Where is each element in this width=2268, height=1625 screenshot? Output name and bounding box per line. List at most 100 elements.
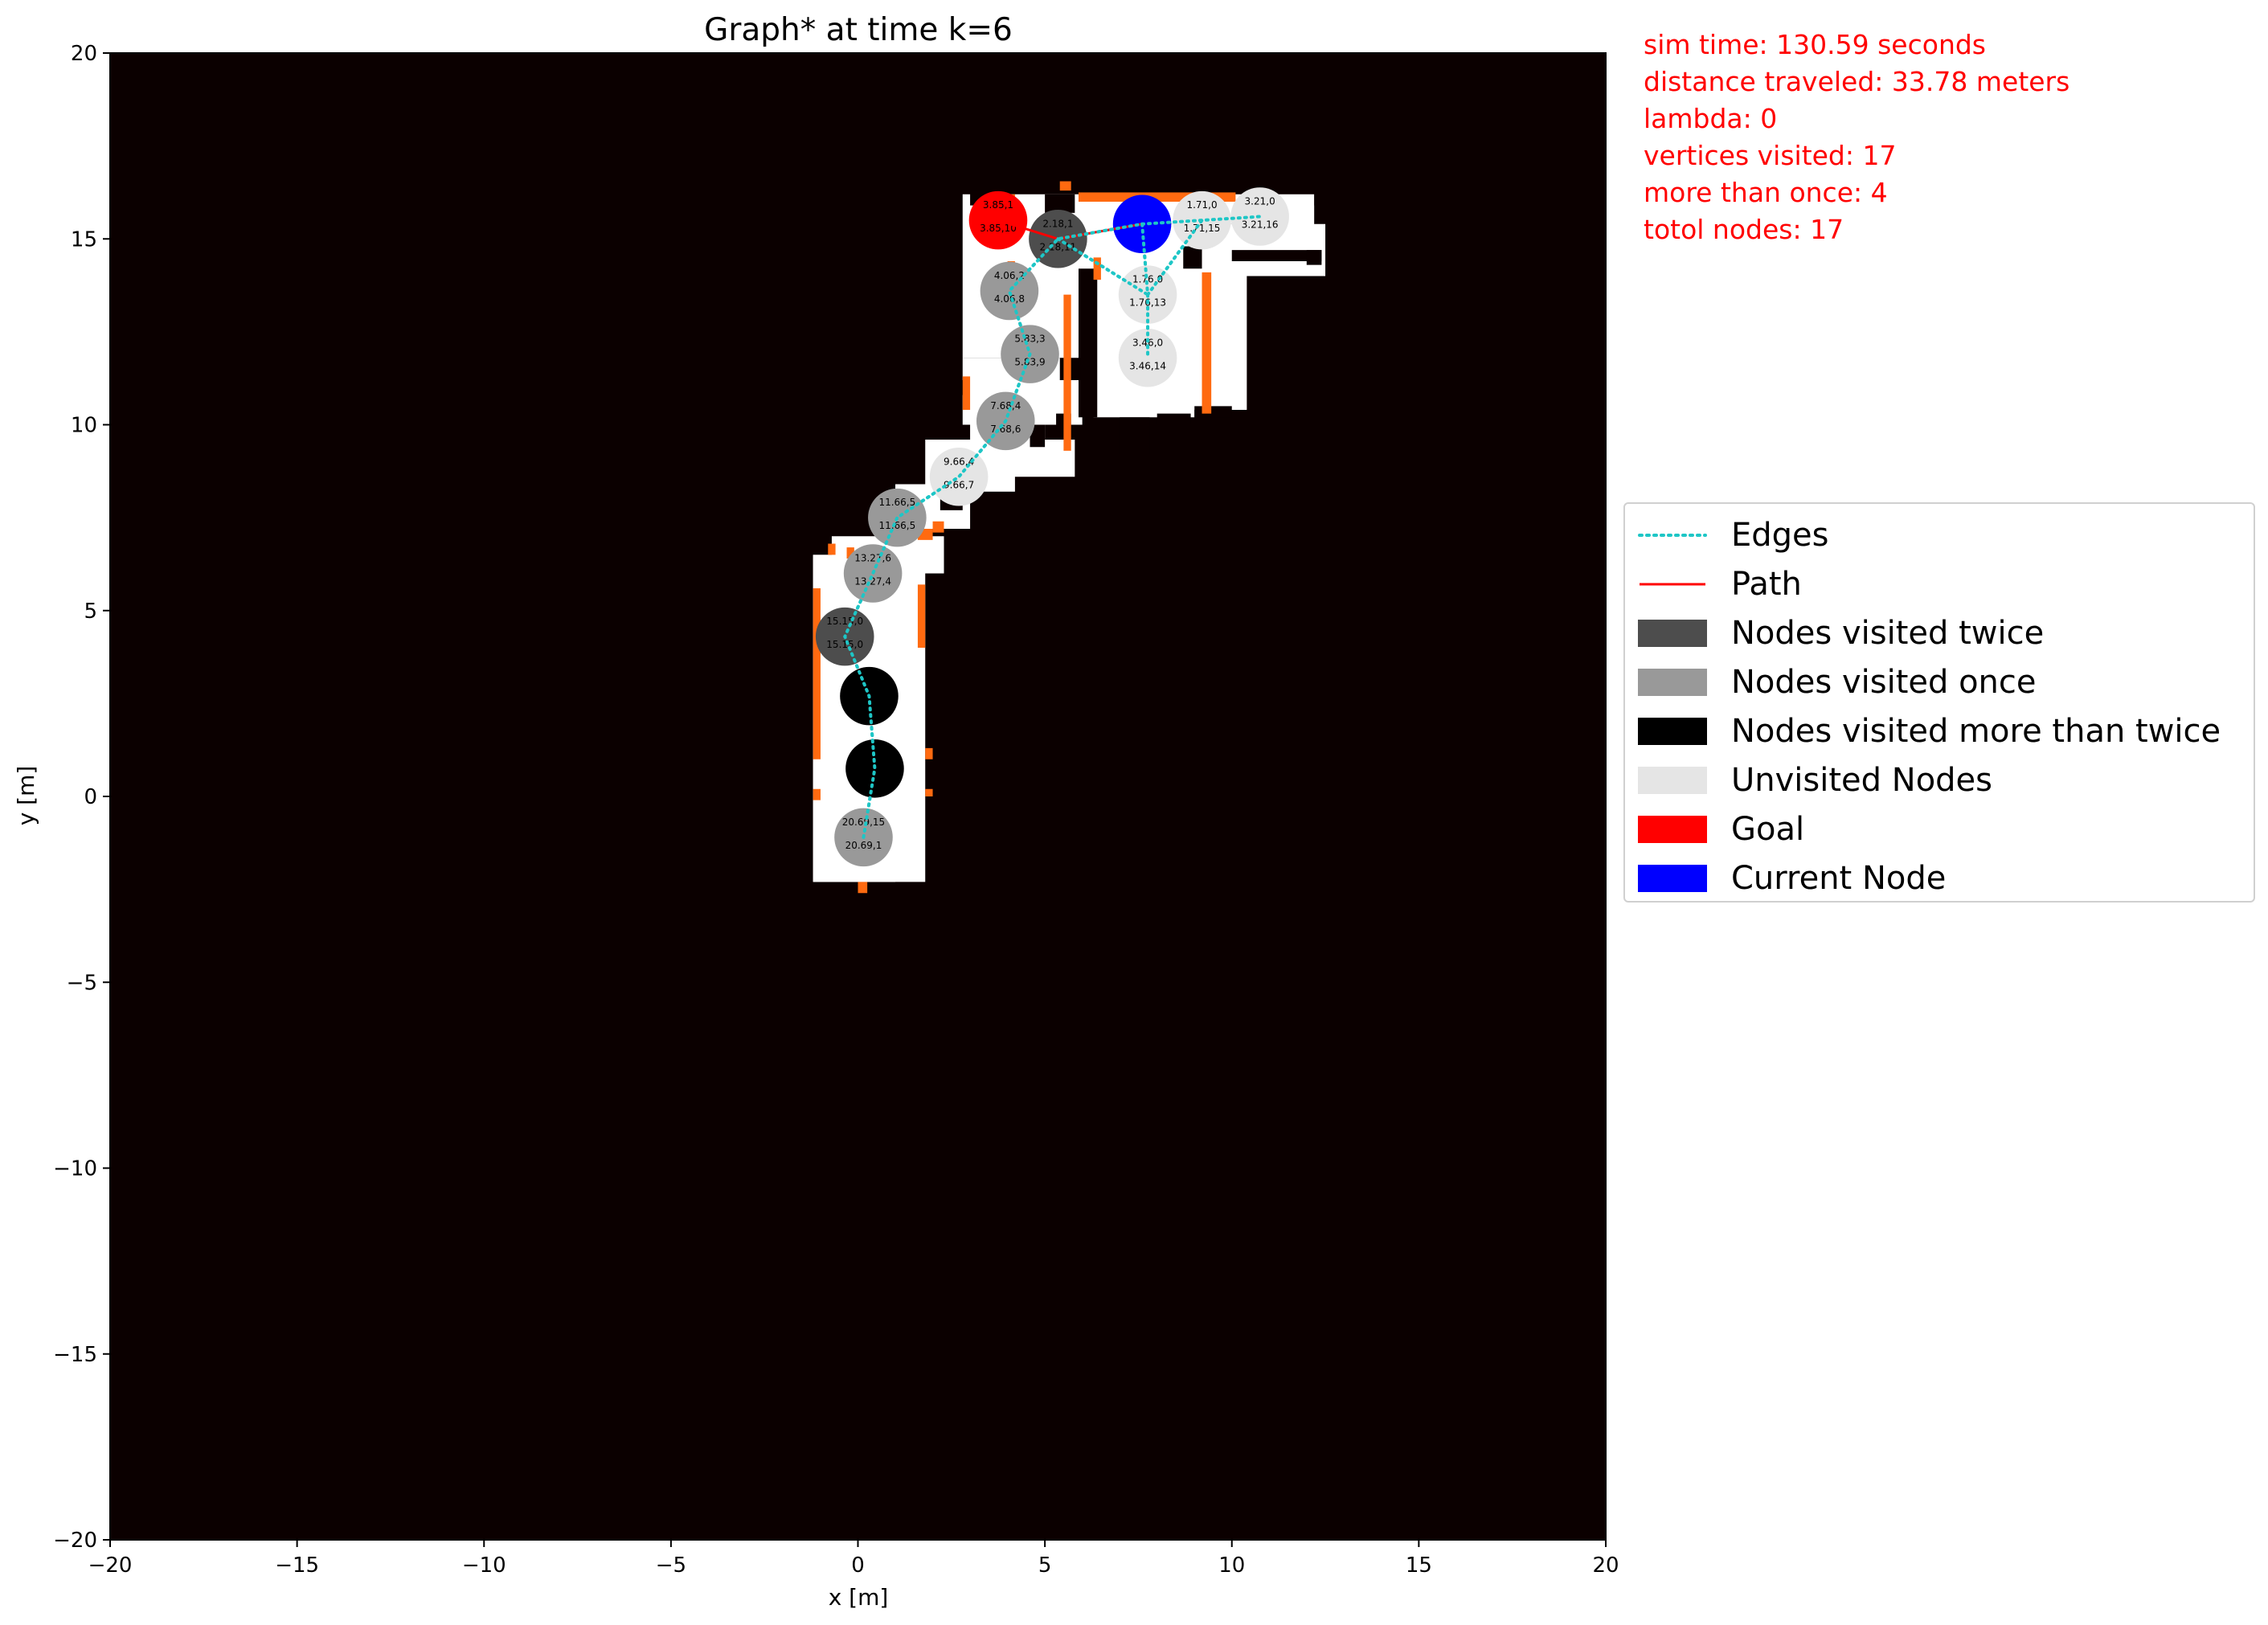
wall-cell <box>846 547 854 559</box>
node-label-top: 4.06,2 <box>994 270 1025 281</box>
free-space-cell <box>966 380 1087 395</box>
vertices-visited-text: vertices visited: 17 <box>1644 140 1897 171</box>
occupied-cell <box>1157 413 1191 425</box>
stats-panel: sim time: 130.59 seconds distance travel… <box>1644 27 2069 248</box>
y-tick-label: 15 <box>71 227 97 252</box>
y-tick-label: 5 <box>84 600 97 624</box>
y-tick-label: 20 <box>71 42 97 66</box>
wall-cell <box>917 584 926 648</box>
x-tick-label: 15 <box>1406 1553 1432 1578</box>
y-tick-label: −20 <box>53 1529 97 1553</box>
patch-icon <box>1638 669 1707 696</box>
lambda-text: lambda: 0 <box>1644 103 1778 134</box>
occupied-cell <box>1194 406 1232 418</box>
y-tick-label: −10 <box>53 1157 97 1181</box>
sim-time-text: sim time: 130.59 seconds <box>1644 29 1987 60</box>
occupied-cell <box>1045 194 1075 213</box>
node-label-bottom: 11.66,5 <box>878 520 915 531</box>
node-label-bottom: 3.85,10 <box>980 223 1017 234</box>
node-label-bottom: 3.21,16 <box>1242 219 1279 231</box>
patch-icon <box>1638 816 1707 843</box>
wall-cell <box>925 788 933 796</box>
node-label-bottom: 3.46,14 <box>1129 360 1166 371</box>
wall-cell <box>858 882 868 894</box>
x-tick-label: −15 <box>275 1553 319 1578</box>
node-label-top: 3.21,0 <box>1245 196 1275 207</box>
wall-cell <box>1093 257 1101 280</box>
node-label-top: 11.66,5 <box>878 497 915 508</box>
node-label-bottom: 13.27,4 <box>854 576 891 587</box>
edge-line <box>1140 215 1262 226</box>
legend-label: Path <box>1731 566 1802 603</box>
node-label-top: 5.83,3 <box>1014 334 1045 345</box>
node-label-top: 2.18,1 <box>1042 218 1073 229</box>
node-label-bottom: 15.15,0 <box>826 639 863 650</box>
graph-node: 3.46,03.46,14 <box>1118 328 1177 387</box>
wall-cell <box>1078 192 1236 202</box>
y-axis-label: y [m] <box>13 766 39 826</box>
node-marker <box>1118 328 1177 387</box>
legend: Edges Path Nodes visited twice Nodes vis… <box>1623 502 2255 903</box>
line-icon <box>1640 583 1705 586</box>
node-label-bottom: 9.66,7 <box>944 479 974 490</box>
occupied-cell <box>1231 250 1322 261</box>
node-label-bottom: 7.68,6 <box>990 424 1021 435</box>
graph-edges-overlay <box>843 215 1262 839</box>
patch-icon <box>1638 718 1707 745</box>
x-tick-label: 5 <box>1038 1553 1052 1578</box>
occupied-cell <box>1030 424 1046 448</box>
total-nodes-text: totol nodes: 17 <box>1644 214 1844 245</box>
x-tick-label: 0 <box>851 1553 865 1578</box>
node-label-top: 7.68,4 <box>990 400 1021 411</box>
patch-icon <box>1638 767 1707 794</box>
wall-cell <box>962 376 971 410</box>
node-label-bottom: 20.69,1 <box>845 840 882 851</box>
wall-cell <box>813 588 821 759</box>
x-tick-label: 10 <box>1218 1553 1245 1578</box>
x-tick-label: 20 <box>1592 1553 1619 1578</box>
more-than-once-text: more than once: 4 <box>1644 177 1888 208</box>
distance-text: distance traveled: 33.78 meters <box>1644 66 2070 97</box>
x-tick-label: −5 <box>656 1553 686 1578</box>
x-axis-label: x [m] <box>829 1584 889 1611</box>
wall-cell <box>1202 272 1212 414</box>
y-tick-label: 10 <box>71 414 97 438</box>
legend-label: Nodes visited once <box>1731 664 2037 701</box>
node-label-top: 13.27,6 <box>854 553 891 564</box>
node-label-bottom: 1.71,15 <box>1184 223 1221 234</box>
node-label-bottom: 5.83,9 <box>1014 357 1045 368</box>
graph-node: 4.06,2 4.06,8 <box>980 261 1039 321</box>
node-label-bottom: 4.06,8 <box>994 293 1025 305</box>
x-tick-label: −10 <box>462 1553 506 1578</box>
occupied-cell <box>1120 417 1150 455</box>
patch-icon <box>1638 620 1707 647</box>
edge-line <box>1146 219 1204 297</box>
wall-cell <box>925 747 933 759</box>
wall-cell <box>1059 181 1071 191</box>
y-tick-label: 0 <box>84 785 97 809</box>
node-label-top: 9.66,4 <box>944 456 974 467</box>
occupied-cell <box>1183 246 1202 269</box>
y-tick-label: −15 <box>53 1343 97 1367</box>
wall-cell <box>828 543 836 555</box>
node-label-top: 1.71,0 <box>1186 199 1217 211</box>
axes: −20 −15 −10 −5 0 5 10 15 20 −20 −15 −10 −5 0 5 10 15 20 <box>53 42 1619 1578</box>
legend-label: Goal <box>1731 811 1805 848</box>
chart-title: Graph* at time k=6 <box>704 12 1013 48</box>
legend-label: Nodes visited twice <box>1731 615 2045 652</box>
node-label-top: 20.69,15 <box>842 817 885 828</box>
wall-cell <box>813 788 821 800</box>
node-label-top: 3.85,1 <box>983 199 1013 211</box>
y-tick-label: −5 <box>67 971 97 995</box>
x-tick-label: −20 <box>88 1553 133 1578</box>
edge-line <box>843 222 1144 839</box>
wall-cell <box>1063 294 1071 451</box>
legend-label: Current Node <box>1731 860 1947 897</box>
occupied-cell <box>1078 268 1098 418</box>
free-space-cell <box>1186 261 1247 410</box>
edge-line <box>1056 237 1150 297</box>
legend-label: Edges <box>1731 517 1829 554</box>
legend-label: Nodes visited more than twice <box>1731 713 2221 750</box>
legend-label: Unvisited Nodes <box>1731 762 1992 799</box>
